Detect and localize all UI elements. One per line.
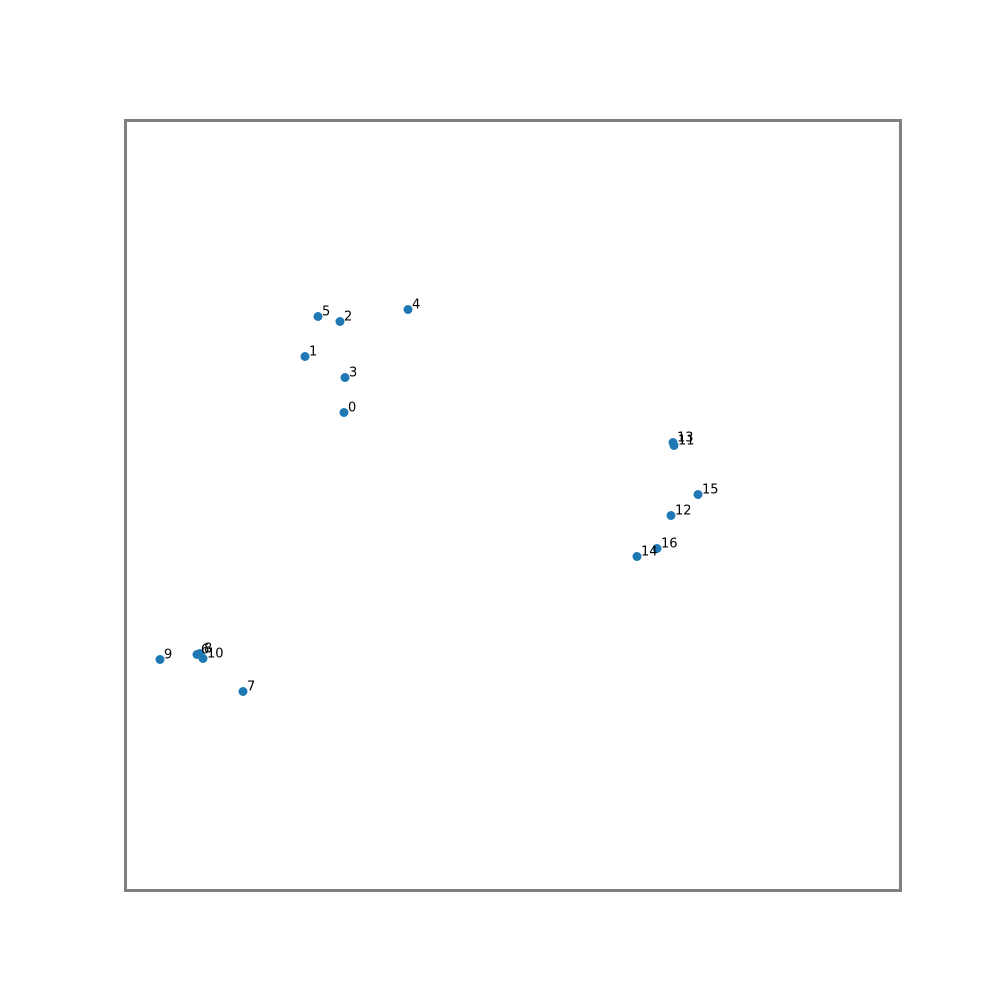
data-point-4 (403, 305, 413, 314)
data-point-9 (155, 655, 165, 664)
points-layer (155, 305, 703, 696)
point-label-1: 1 (309, 345, 317, 360)
point-label-5: 5 (322, 305, 330, 320)
point-label-10: 10 (207, 647, 224, 662)
data-point-7 (238, 687, 248, 696)
point-label-11: 11 (678, 434, 695, 449)
data-point-14 (632, 552, 642, 561)
point-label-16: 16 (661, 537, 678, 552)
point-label-15: 15 (702, 483, 719, 498)
point-label-3: 3 (349, 366, 357, 381)
point-label-8: 8 (204, 642, 212, 657)
point-label-2: 2 (344, 310, 352, 325)
plot-frame (124, 119, 902, 892)
data-point-12 (666, 511, 676, 520)
data-point-2 (335, 317, 345, 326)
data-point-1 (300, 352, 310, 361)
data-point-10 (198, 654, 208, 663)
point-label-7: 7 (247, 680, 255, 695)
data-point-0 (339, 408, 349, 417)
data-point-13 (668, 438, 678, 447)
point-label-12: 12 (675, 504, 692, 519)
data-point-3 (340, 373, 350, 382)
point-label-6: 6 (201, 643, 209, 658)
point-label-4: 4 (412, 298, 420, 313)
point-label-9: 9 (164, 648, 172, 663)
point-label-0: 0 (348, 401, 356, 416)
data-point-16 (652, 544, 662, 553)
point-label-14: 14 (641, 545, 658, 560)
data-point-15 (693, 490, 703, 499)
data-point-5 (313, 312, 323, 321)
point-label-13: 13 (677, 431, 694, 446)
